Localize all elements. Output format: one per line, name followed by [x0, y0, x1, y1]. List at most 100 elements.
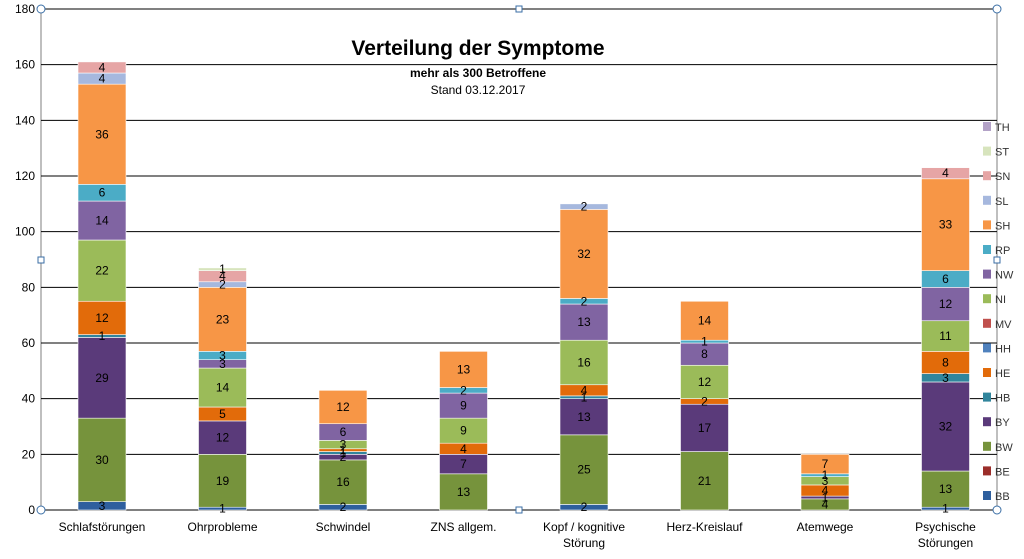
bar-segment [77, 300, 127, 335]
bar-segment [77, 417, 127, 502]
data-label: 5 [219, 407, 226, 421]
bar-segment [318, 459, 368, 505]
legend-swatch [983, 343, 991, 353]
data-label: 3 [822, 474, 829, 488]
bar-segment [77, 61, 127, 74]
resize-handle[interactable] [36, 505, 46, 515]
data-label: 4 [219, 269, 226, 283]
data-label: 4 [99, 60, 106, 74]
chart-title-block: Verteilung der Symptome mehr als 300 Bet… [351, 37, 604, 97]
legend-entry: BE [995, 466, 1010, 478]
legend-swatch [983, 368, 991, 377]
bar-segment [77, 239, 127, 302]
bar-segment [680, 364, 729, 399]
x-tick-label: Psychische [915, 520, 976, 534]
data-label: 9 [460, 424, 467, 438]
bar-segment [439, 473, 488, 511]
chart-date-note: Stand 03.12.2017 [431, 83, 526, 97]
bar-segment [800, 454, 850, 475]
legend-swatch [983, 195, 991, 205]
y-tick-label: 40 [22, 392, 36, 406]
legend: TH ST SN SL SH RP NW NI MV HH HE HB BY BW BE BB [983, 122, 1014, 503]
legend-swatch [983, 294, 991, 304]
legend-swatch [983, 245, 991, 254]
data-label: 17 [698, 421, 712, 435]
bar-segment [77, 337, 127, 419]
y-tick-label: 0 [28, 503, 35, 517]
bar-segment [198, 454, 247, 508]
bar-segment [921, 167, 970, 180]
bar-segment [921, 470, 970, 508]
data-label: 13 [939, 482, 953, 496]
resize-handle[interactable] [37, 256, 45, 264]
data-label: 3 [99, 499, 106, 513]
data-label: 1 [822, 490, 829, 504]
x-tick-label: Herz-Kreislauf [666, 520, 743, 534]
data-label: 12 [95, 311, 109, 325]
legend-entry: HH [995, 343, 1011, 355]
resize-handle[interactable] [515, 5, 523, 13]
x-tick-label: Störung [563, 536, 605, 550]
data-label: 13 [457, 485, 471, 499]
data-label: 6 [942, 272, 949, 286]
data-label: 4 [822, 497, 829, 511]
chart-title: Verteilung der Symptome [351, 37, 604, 60]
data-label: 6 [99, 186, 106, 200]
legend-entry: RP [995, 245, 1010, 257]
bar-segment [559, 434, 609, 505]
data-label: 4 [460, 442, 467, 456]
data-label: 13 [577, 410, 591, 424]
data-label: 33 [939, 218, 953, 232]
x-tick-label: Kopf / kognitive [543, 520, 625, 534]
legend-swatch [983, 318, 991, 328]
data-label: 3 [219, 357, 226, 371]
data-label: 2 [340, 450, 347, 464]
legend-entry: NW [995, 270, 1014, 282]
data-label: 12 [216, 431, 230, 445]
data-label: 36 [95, 127, 109, 141]
resize-handle[interactable] [993, 256, 1001, 264]
data-label: 32 [577, 247, 591, 261]
data-label: 1 [942, 502, 949, 516]
resize-handle[interactable] [515, 506, 523, 514]
data-label: 21 [698, 474, 712, 488]
y-tick-label: 20 [22, 447, 36, 461]
legend-swatch [983, 171, 991, 181]
legend-entry: SL [995, 196, 1008, 208]
data-label: 30 [95, 453, 109, 467]
chart-subtitle: mehr als 300 Betroffene [410, 66, 546, 80]
data-label: 13 [457, 362, 471, 376]
bar-segment [198, 420, 247, 455]
data-label: 8 [942, 355, 949, 369]
bar-segment [559, 398, 609, 436]
data-label: 4 [581, 383, 588, 397]
y-tick-label: 100 [15, 225, 35, 239]
legend-swatch [983, 220, 991, 230]
bar-segment [680, 451, 729, 511]
legend-entry: HB [995, 393, 1010, 405]
resize-handle[interactable] [992, 4, 1002, 14]
data-label: 1 [99, 329, 106, 343]
data-label: 1 [219, 502, 226, 516]
data-label: 32 [939, 420, 953, 434]
bar-segment [680, 403, 729, 452]
data-label: 14 [698, 314, 712, 328]
data-label: 29 [95, 371, 109, 385]
data-label: 2 [460, 383, 467, 397]
data-label: 12 [336, 400, 350, 414]
resize-handle[interactable] [992, 505, 1002, 515]
data-label: 14 [95, 214, 109, 228]
data-label: 2 [340, 500, 347, 514]
x-tick-label: Ohrprobleme [187, 520, 257, 534]
legend-swatch [983, 392, 991, 402]
resize-handle[interactable] [36, 4, 46, 14]
legend-entry: TH [995, 122, 1010, 134]
data-labels: 3302911222146364411912514332324121621136… [95, 60, 952, 515]
bar-segment [77, 200, 127, 241]
legend-swatch [983, 122, 991, 131]
x-tick-label: Atemwege [797, 520, 854, 534]
data-label: 12 [698, 375, 712, 389]
data-label: 23 [216, 312, 230, 326]
bar-segment [559, 209, 609, 299]
bar-segment [559, 303, 609, 341]
